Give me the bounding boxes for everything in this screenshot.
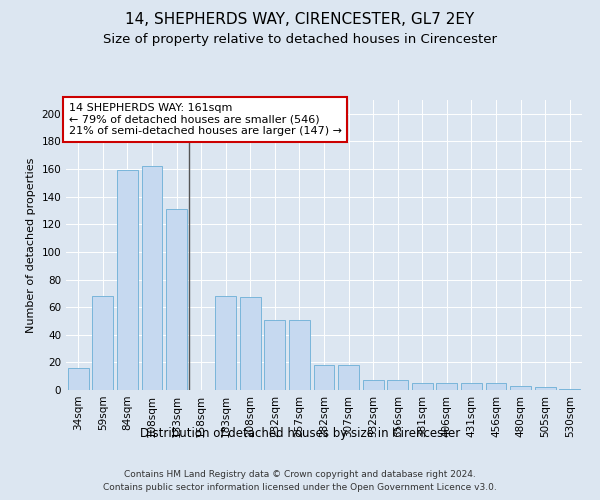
Bar bbox=[265, 320, 286, 390]
Bar bbox=[215, 296, 236, 390]
Bar bbox=[362, 380, 383, 390]
Text: Contains public sector information licensed under the Open Government Licence v3: Contains public sector information licen… bbox=[103, 482, 497, 492]
Bar bbox=[559, 388, 580, 390]
Bar bbox=[240, 298, 261, 390]
Text: Contains HM Land Registry data © Crown copyright and database right 2024.: Contains HM Land Registry data © Crown c… bbox=[124, 470, 476, 479]
Bar bbox=[485, 383, 506, 390]
Bar bbox=[68, 368, 89, 390]
Bar bbox=[142, 166, 163, 390]
Bar bbox=[314, 365, 334, 390]
Bar bbox=[510, 386, 531, 390]
Bar bbox=[387, 380, 408, 390]
Bar bbox=[92, 296, 113, 390]
Bar bbox=[412, 383, 433, 390]
Bar bbox=[436, 383, 457, 390]
Bar bbox=[166, 209, 187, 390]
Text: 14 SHEPHERDS WAY: 161sqm
← 79% of detached houses are smaller (546)
21% of semi-: 14 SHEPHERDS WAY: 161sqm ← 79% of detach… bbox=[68, 103, 341, 136]
Y-axis label: Number of detached properties: Number of detached properties bbox=[26, 158, 36, 332]
Bar bbox=[535, 387, 556, 390]
Bar bbox=[289, 320, 310, 390]
Text: Distribution of detached houses by size in Cirencester: Distribution of detached houses by size … bbox=[140, 428, 460, 440]
Bar bbox=[461, 383, 482, 390]
Text: 14, SHEPHERDS WAY, CIRENCESTER, GL7 2EY: 14, SHEPHERDS WAY, CIRENCESTER, GL7 2EY bbox=[125, 12, 475, 28]
Bar bbox=[117, 170, 138, 390]
Bar bbox=[338, 365, 359, 390]
Text: Size of property relative to detached houses in Cirencester: Size of property relative to detached ho… bbox=[103, 32, 497, 46]
